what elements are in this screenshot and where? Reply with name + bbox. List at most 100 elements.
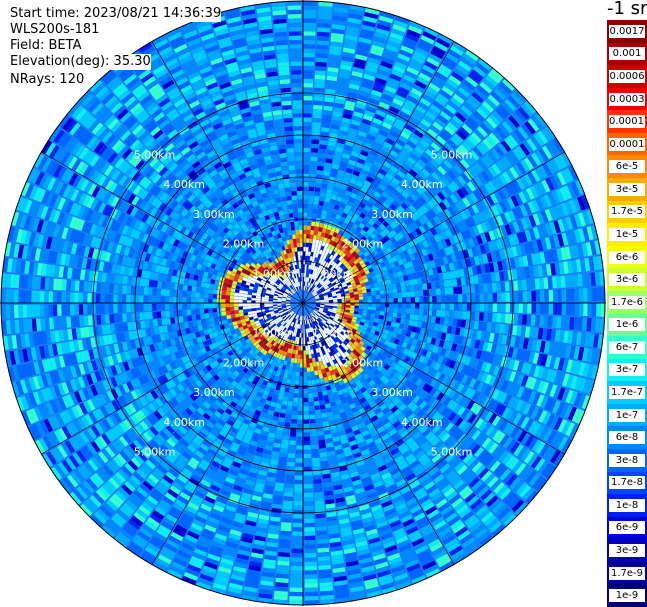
range-gate: [466, 152, 477, 164]
range-gate: [378, 129, 389, 138]
range-gate: [347, 274, 353, 280]
range-gate: [462, 79, 476, 91]
range-gate: [472, 369, 481, 380]
range-gate: [315, 517, 326, 523]
range-gate: [367, 187, 376, 195]
range-gate: [482, 78, 496, 91]
range-gate: [525, 187, 535, 200]
range-gate: [353, 142, 363, 150]
range-gate: [335, 279, 341, 284]
range-gate: [527, 291, 532, 302]
range-gate: [333, 285, 339, 289]
range-gate: [464, 356, 472, 366]
range-gate: [319, 192, 326, 198]
range-gate: [530, 278, 536, 290]
range-gate: [445, 104, 457, 115]
range-gate: [573, 317, 579, 331]
range-gate: [308, 247, 312, 252]
range-gate: [406, 248, 414, 255]
range-gate: [528, 391, 537, 404]
range-gate: [337, 81, 349, 88]
range-gate: [594, 318, 601, 333]
range-gate: [330, 226, 336, 232]
range-gate: [332, 111, 343, 118]
range-gate: [470, 178, 480, 190]
range-gate: [317, 231, 322, 237]
range-gate: [363, 251, 370, 257]
range-gate: [573, 274, 579, 288]
range-gate: [320, 269, 324, 274]
range-gate: [354, 253, 360, 260]
range-gate: [573, 213, 582, 228]
range-gate: [401, 190, 410, 199]
range-gate: [487, 71, 501, 84]
range-gate: [387, 257, 394, 264]
range-gate: [406, 196, 415, 205]
range-gate: [527, 201, 537, 214]
range-gate: [374, 286, 380, 292]
range-gate: [338, 316, 344, 321]
range-gate: [305, 286, 308, 291]
range-gate: [283, 500, 293, 506]
range-gate: [290, 423, 297, 428]
range-gate: [325, 158, 333, 164]
range-gate: [399, 252, 406, 259]
range-gate: [432, 155, 443, 165]
range-gate: [292, 535, 303, 541]
range-gate: [382, 220, 390, 228]
range-gate: [451, 71, 464, 83]
range-gate: [520, 267, 526, 279]
range-gate: [376, 198, 384, 206]
range-gate: [456, 212, 464, 222]
range-gate: [397, 239, 404, 247]
range-gate: [438, 273, 444, 281]
range-gate: [323, 285, 329, 289]
range-gate: [290, 561, 303, 567]
range-gate: [303, 203, 308, 209]
range-gate: [483, 312, 489, 322]
range-gate: [318, 294, 324, 297]
range-gate: [404, 319, 410, 325]
range-gate: [332, 19, 346, 26]
range-gate: [473, 190, 482, 201]
range-gate: [481, 273, 488, 283]
range-gate: [480, 185, 490, 197]
range-gate: [380, 60, 393, 69]
range-gate: [516, 162, 527, 175]
range-gate: [368, 280, 374, 285]
range-gate: [457, 108, 470, 120]
range-gate: [398, 193, 407, 202]
range-gate: [315, 296, 320, 299]
range-gate: [340, 121, 350, 128]
range-gate: [328, 296, 333, 299]
range-gate: [373, 212, 381, 220]
range-gate: [383, 227, 390, 235]
range-gate: [433, 243, 440, 252]
range-gate: [316, 44, 329, 50]
range-gate: [533, 183, 543, 197]
range-gate: [421, 349, 428, 357]
range-gate: [304, 268, 307, 273]
range-gate: [373, 160, 382, 169]
range-gate: [303, 82, 314, 88]
range-gate: [549, 384, 558, 398]
range-gate: [373, 229, 380, 237]
range-gate: [560, 169, 571, 184]
range-gate: [351, 264, 358, 270]
range-gate: [410, 246, 417, 254]
range-gate: [313, 96, 324, 102]
range-gate: [330, 167, 338, 174]
range-gate: [349, 294, 355, 298]
range-gate: [315, 513, 326, 519]
range-gate: [330, 280, 336, 285]
range-gate: [352, 66, 365, 74]
range-gate: [331, 163, 339, 170]
range-gate: [518, 303, 524, 314]
range-gate: [324, 97, 335, 103]
range-gate: [303, 139, 311, 144]
range-gate: [339, 270, 345, 275]
range-gate: [410, 213, 418, 222]
range-gate: [409, 181, 419, 190]
range-gate: [376, 247, 383, 254]
range-gate: [336, 292, 341, 296]
